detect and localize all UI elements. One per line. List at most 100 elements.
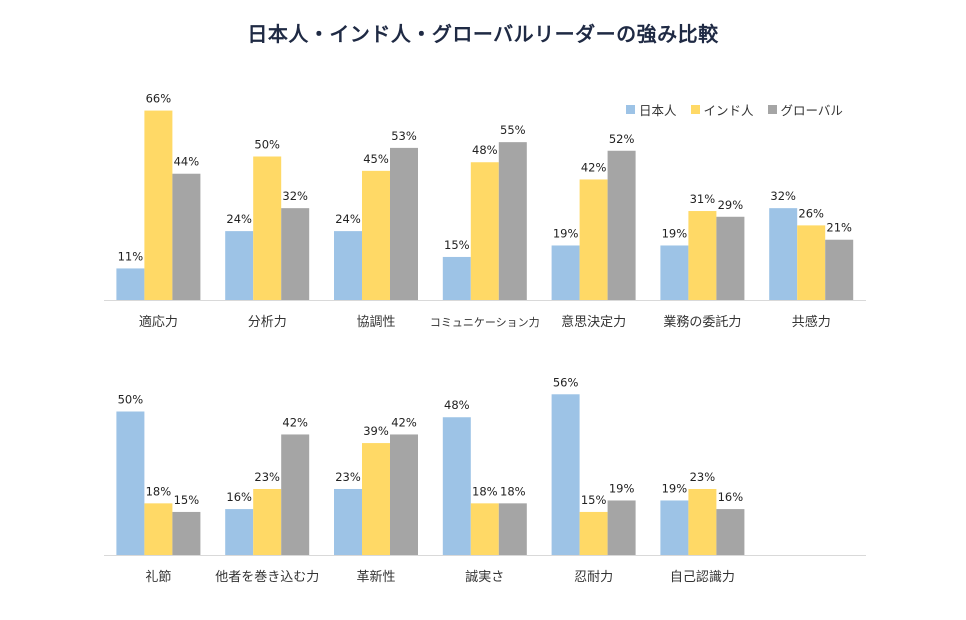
data-label: 29% (718, 198, 744, 212)
bar (442, 256, 471, 300)
bar (797, 225, 826, 300)
legend-item-global: グローバル (767, 100, 843, 119)
bar (498, 503, 527, 555)
bar (470, 503, 499, 555)
bar (716, 509, 745, 555)
category-label: 分析力 (248, 315, 287, 330)
bar (716, 216, 745, 300)
data-label: 18% (146, 484, 172, 498)
bar (688, 488, 717, 555)
bar (688, 211, 717, 300)
data-label: 39% (363, 424, 389, 438)
data-label: 15% (581, 493, 607, 507)
bar (253, 488, 282, 555)
bar (225, 231, 254, 300)
data-label: 31% (690, 192, 716, 206)
data-label: 48% (444, 398, 470, 412)
bar (579, 179, 608, 300)
data-label: 23% (690, 470, 716, 484)
category-label: 自己認識力 (670, 569, 735, 585)
bar (253, 156, 282, 300)
legend-label-japanese: 日本人 (639, 103, 677, 118)
data-label: 24% (226, 212, 252, 226)
category-label: 業務の委託力 (663, 314, 741, 330)
bar (362, 170, 390, 300)
data-label: 55% (500, 123, 526, 137)
category-label: 革新性 (356, 569, 395, 585)
data-label: 23% (254, 470, 280, 484)
bar (607, 500, 636, 555)
data-label: 15% (444, 238, 470, 252)
data-label: 32% (770, 189, 796, 203)
data-label: 11% (118, 249, 144, 263)
data-label: 66% (146, 92, 172, 106)
bar (144, 503, 173, 555)
data-label: 23% (335, 470, 361, 484)
bar (281, 434, 310, 555)
data-label: 19% (662, 481, 688, 495)
bar (362, 443, 390, 555)
bar (660, 245, 689, 300)
data-label: 26% (798, 206, 824, 220)
data-label: 16% (718, 490, 744, 504)
legend-item-japanese: 日本人 (626, 100, 677, 119)
data-label: 16% (226, 490, 252, 504)
data-label: 42% (391, 415, 417, 429)
bar (116, 268, 145, 300)
data-label: 21% (826, 221, 852, 235)
data-label: 52% (609, 132, 635, 146)
data-label: 44% (174, 155, 200, 169)
category-label: 共感力 (792, 314, 831, 330)
bar (334, 231, 362, 300)
bar (442, 417, 471, 555)
bar (825, 239, 854, 300)
legend-swatch-global (767, 105, 777, 114)
data-label: 45% (363, 152, 389, 166)
data-label: 48% (472, 143, 498, 157)
data-label: 18% (472, 484, 498, 498)
category-label: 意思決定力 (561, 314, 626, 330)
bar (551, 245, 580, 300)
category-label: 適応力 (139, 314, 178, 330)
data-label: 32% (282, 189, 308, 203)
bar (579, 511, 608, 555)
bar (498, 142, 527, 300)
chart-title: 日本人・インド人・グローバルリーダーの強み比較 (247, 22, 719, 46)
bar (281, 208, 310, 300)
bar (551, 394, 580, 555)
bar (607, 150, 636, 300)
data-label: 42% (581, 160, 607, 174)
legend-label-indian: インド人 (703, 103, 754, 118)
data-label: 15% (174, 493, 200, 507)
data-label: 19% (553, 226, 579, 240)
data-label: 19% (662, 226, 688, 240)
data-label: 18% (500, 484, 526, 498)
data-label: 53% (391, 129, 417, 143)
bar (334, 488, 362, 555)
legend-swatch-indian (690, 105, 700, 114)
bar (470, 162, 499, 300)
bar (769, 208, 798, 300)
category-label: 忍耐力 (574, 570, 613, 585)
bar (660, 500, 689, 555)
bar (116, 411, 145, 555)
legend-label-global: グローバル (780, 103, 843, 118)
category-label: 誠実さ (465, 569, 504, 585)
legend-item-indian: インド人 (690, 100, 754, 119)
legend: 日本人 インド人 グローバル (626, 100, 843, 119)
data-label: 50% (118, 393, 144, 407)
bar (172, 173, 201, 300)
bar (390, 434, 418, 555)
data-label: 24% (335, 212, 361, 226)
category-label: 礼節 (145, 569, 171, 585)
bar (172, 511, 201, 555)
legend-swatch-japanese (626, 105, 635, 114)
data-label: 42% (282, 415, 308, 429)
category-label: 他者を巻き込む力 (215, 570, 319, 585)
category-label: 協調性 (356, 315, 395, 330)
data-label: 56% (553, 375, 579, 389)
bar (144, 110, 173, 300)
bar (225, 509, 254, 555)
